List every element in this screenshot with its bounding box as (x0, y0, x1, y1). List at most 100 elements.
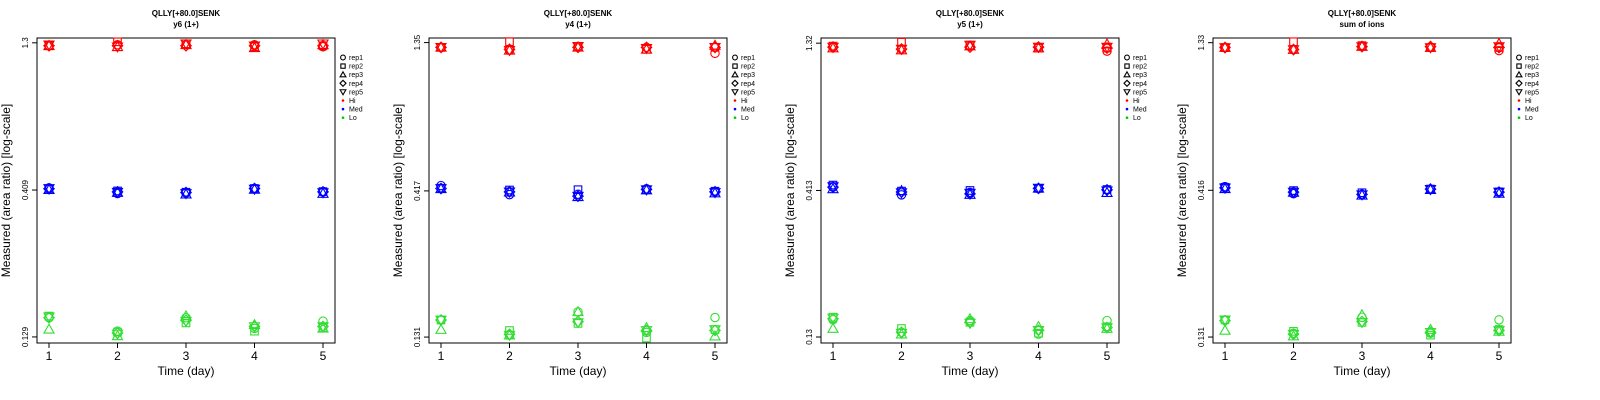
legend-rep4-icon (339, 79, 347, 88)
data-point-hi-rep3 (435, 41, 447, 52)
legend-item: Hi (1133, 98, 1140, 105)
legend-item: rep1 (1525, 55, 1539, 62)
x-tick-label: 1 (830, 349, 837, 363)
y-axis-label: Measured (area ratio) [log-scale] (1175, 104, 1189, 277)
data-point-lo-rep5 (709, 325, 721, 336)
x-tick-label: 3 (575, 349, 582, 363)
x-tick-label: 3 (967, 349, 974, 363)
data-point-hi-rep5 (248, 41, 261, 52)
data-point-hi-rep3 (1356, 40, 1368, 51)
data-point-hi-rep5 (640, 44, 653, 55)
legend-med-dot-icon (1125, 107, 1129, 111)
data-point-lo-rep5 (1032, 326, 1045, 337)
legend-rep3-icon (339, 70, 347, 78)
chart-subtitle: y5 (1+) (957, 20, 983, 29)
data-point-lo-rep3 (1219, 324, 1231, 335)
x-tick-label: 1 (46, 349, 53, 363)
data-point-hi-rep5 (1424, 43, 1437, 54)
data-point-lo-rep2 (505, 326, 514, 335)
data-point-hi-rep5 (111, 42, 124, 53)
data-point-hi-rep5 (317, 39, 329, 50)
legend-rep3-icon (1123, 70, 1131, 78)
data-point-hi-rep5 (503, 45, 516, 57)
legend-item: Med (1525, 107, 1539, 114)
data-point-lo-rep1 (1102, 315, 1112, 326)
x-tick-label: 4 (251, 349, 258, 363)
data-point-hi-rep4 (179, 39, 193, 52)
x-tick-label: 1 (438, 349, 445, 363)
data-point-med-rep5 (1219, 183, 1231, 195)
data-point-lo-rep5 (248, 322, 261, 333)
x-tick-label: 4 (1427, 349, 1434, 363)
data-point-med-rep5 (180, 189, 192, 200)
data-point-med-rep5 (248, 184, 261, 196)
data-point-hi-rep5 (1356, 42, 1368, 53)
data-point-lo-rep5 (572, 318, 584, 329)
chart-subtitle: y4 (1+) (565, 20, 591, 29)
legend-rep1-icon (1124, 54, 1130, 61)
data-point-hi-rep5 (43, 40, 55, 51)
data-point-lo-rep5 (1493, 326, 1505, 337)
legend-item: rep2 (741, 64, 755, 71)
x-tick-label: 3 (183, 349, 190, 363)
data-point-hi-rep5 (1287, 45, 1300, 56)
x-tick-label: 5 (1496, 349, 1503, 363)
x-axis-label: Time (day) (942, 364, 999, 378)
legend-item: Hi (1525, 98, 1532, 105)
chart-panel-4: QLLY[+80.0]SENK sum of ions 1 2 3 4 5 0.131 0.41… (1175, 9, 1539, 378)
legend-rep1-icon (1516, 54, 1522, 61)
chart-panel-3: QLLY[+80.0]SENK y5 (1+) 1 2 3 4 5 0.13 0.413 1.32… (783, 9, 1147, 378)
data-point-med-rep2 (573, 185, 583, 195)
data-point-lo-rep3 (43, 323, 55, 334)
data-point-med-rep5 (503, 187, 516, 198)
y-tick-label: 1.33 (1197, 34, 1206, 50)
legend-rep2-icon (1124, 63, 1130, 69)
legend-item: rep1 (349, 55, 363, 62)
data-point-lo-rep3 (709, 329, 721, 341)
chart-title: QLLY[+80.0]SENK (544, 9, 613, 18)
legend-rep1-icon (732, 54, 738, 61)
y-tick-label: 0.417 (413, 180, 422, 201)
legend-item: rep2 (349, 64, 363, 71)
data-point-med-rep5 (572, 191, 584, 203)
legend-item: Med (349, 107, 363, 114)
legend-item: Lo (741, 115, 749, 122)
legend-item: rep2 (1525, 64, 1539, 71)
legend-item: rep5 (741, 89, 755, 96)
data-point-med-rep5 (1287, 187, 1300, 199)
legend-hi-dot-icon (1125, 99, 1129, 102)
data-point-med-rep5 (1032, 183, 1045, 195)
y-tick-label: 0.409 (21, 179, 30, 200)
legend-item: rep5 (1525, 89, 1539, 96)
data-point-lo-rep3 (572, 305, 584, 317)
chart-title: QLLY[+80.0]SENK (152, 9, 221, 18)
data-point-lo-rep2 (1426, 330, 1435, 340)
y-axis-label: Measured (area ratio) [log-scale] (783, 104, 797, 277)
data-point-lo-rep5 (317, 322, 329, 333)
data-point-lo-rep5 (827, 313, 839, 325)
x-tick-label: 1 (1222, 349, 1229, 363)
data-point-med-rep5 (1424, 185, 1437, 196)
data-point-hi-rep3 (1219, 41, 1231, 52)
data-point-lo-rep1 (1494, 315, 1504, 325)
legend-rep1-icon (340, 54, 346, 61)
chart-title: QLLY[+80.0]SENK (1328, 9, 1397, 18)
data-point-lo-rep5 (640, 326, 653, 337)
legend-hi-dot-icon (1517, 99, 1521, 102)
legend-item: rep4 (349, 81, 363, 88)
data-point-hi-rep5 (895, 44, 908, 56)
x-tick-label: 4 (1035, 349, 1042, 363)
legend-lo-dot-icon (341, 116, 345, 119)
data-point-lo-rep1 (710, 312, 720, 323)
x-axis-label: Time (day) (550, 364, 607, 378)
data-point-hi-rep4 (963, 41, 977, 54)
chart-subtitle: sum of ions (1340, 20, 1385, 29)
y-tick-label: 0.131 (1197, 326, 1206, 347)
data-point-med-rep5 (111, 187, 124, 199)
legend-rep3-icon (1515, 70, 1523, 78)
data-point-med-rep5 (709, 188, 721, 199)
legend-item: Hi (349, 98, 356, 105)
x-tick-label: 3 (1359, 349, 1366, 363)
data-point-hi-rep5 (1219, 43, 1231, 54)
data-point-lo-rep3 (435, 323, 447, 334)
